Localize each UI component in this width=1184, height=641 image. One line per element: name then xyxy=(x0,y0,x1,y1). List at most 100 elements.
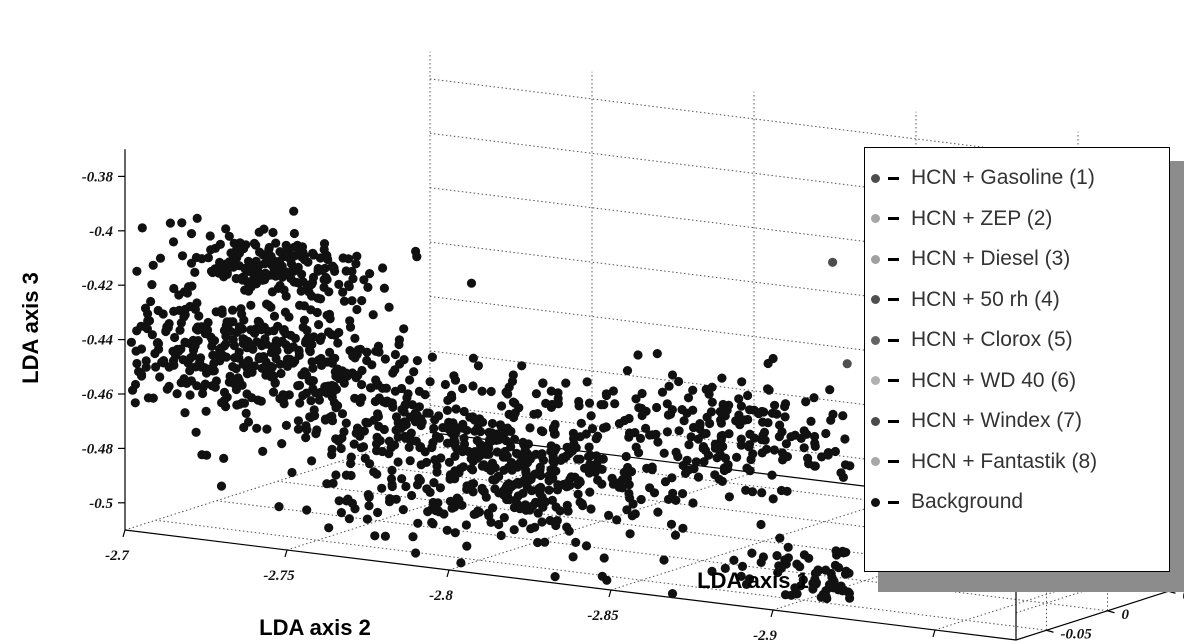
data-point xyxy=(264,242,274,253)
data-point xyxy=(306,279,317,290)
data-point xyxy=(268,387,279,397)
data-point xyxy=(758,552,769,562)
data-point xyxy=(390,349,400,360)
data-point xyxy=(339,427,349,437)
data-point xyxy=(699,457,709,467)
data-point xyxy=(486,386,496,397)
data-point xyxy=(538,427,548,437)
data-point xyxy=(649,488,660,498)
data-point xyxy=(666,519,677,529)
data-point xyxy=(746,454,756,465)
data-point xyxy=(586,411,596,421)
data-point xyxy=(684,465,694,475)
data-point xyxy=(502,480,512,490)
data-point xyxy=(575,454,585,464)
data-point xyxy=(359,275,369,285)
data-point xyxy=(767,408,778,418)
axis-line-y xyxy=(124,529,1017,641)
data-point xyxy=(776,485,787,496)
data-point xyxy=(478,417,488,427)
data-point xyxy=(450,528,460,538)
data-point xyxy=(230,353,240,363)
data-point xyxy=(393,432,403,442)
legend-label: HCN + ZEP (2) xyxy=(911,206,1053,230)
data-point xyxy=(840,460,851,470)
data-point xyxy=(345,316,355,326)
data-point xyxy=(367,360,377,370)
data-point xyxy=(246,300,256,310)
data-point xyxy=(826,415,836,425)
data-point xyxy=(450,437,460,447)
y-tick-label: -2.7 xyxy=(105,548,129,564)
legend-label: HCN + Fantastik (8) xyxy=(911,449,1098,473)
data-point xyxy=(840,434,850,444)
data-point xyxy=(511,448,522,458)
data-point xyxy=(190,304,200,314)
data-point xyxy=(407,490,417,501)
data-point xyxy=(341,368,351,378)
data-point xyxy=(337,409,348,419)
data-point xyxy=(281,329,291,339)
data-point xyxy=(270,378,280,388)
data-point xyxy=(756,519,766,530)
data-point xyxy=(308,376,318,386)
data-point xyxy=(795,562,805,572)
data-point xyxy=(573,489,583,499)
data-point xyxy=(497,422,507,432)
y-tick-label: -2.85 xyxy=(587,608,619,624)
data-point xyxy=(427,442,437,453)
data-point xyxy=(173,347,183,357)
legend-line xyxy=(888,338,899,342)
data-point xyxy=(743,414,753,425)
data-point xyxy=(130,379,141,390)
legend-line xyxy=(888,176,899,180)
data-point xyxy=(447,503,457,513)
data-point xyxy=(444,457,454,467)
data-point xyxy=(715,407,725,417)
data-point xyxy=(266,361,276,372)
data-point xyxy=(518,460,528,470)
data-point xyxy=(132,358,142,369)
data-point xyxy=(492,447,502,457)
data-point xyxy=(433,498,443,508)
data-point xyxy=(287,467,297,478)
data-point xyxy=(506,426,516,436)
data-point xyxy=(810,438,820,448)
data-point xyxy=(422,408,432,418)
data-point xyxy=(757,488,767,498)
data-point xyxy=(747,548,757,558)
data-point xyxy=(527,486,537,496)
data-point xyxy=(276,368,286,379)
data-point xyxy=(757,435,767,445)
data-point xyxy=(610,399,620,409)
data-point xyxy=(314,320,324,330)
data-point xyxy=(596,400,606,410)
data-point xyxy=(269,311,280,321)
data-point xyxy=(320,414,331,424)
data-point xyxy=(322,274,332,285)
data-point xyxy=(239,315,249,325)
data-point xyxy=(303,257,313,267)
z-axis-title: LDA axis 3 xyxy=(18,272,43,384)
data-point xyxy=(707,382,717,392)
data-point xyxy=(780,412,790,422)
data-point xyxy=(519,452,529,463)
data-point xyxy=(568,552,578,562)
data-point xyxy=(537,517,547,527)
data-point xyxy=(205,231,215,241)
data-point xyxy=(371,439,382,449)
data-point xyxy=(384,302,394,312)
data-point xyxy=(432,467,442,477)
data-point xyxy=(169,306,179,316)
data-point xyxy=(179,312,189,322)
data-point xyxy=(400,433,411,443)
data-point xyxy=(537,449,547,459)
data-point xyxy=(774,432,785,442)
data-point xyxy=(317,265,327,275)
data-point xyxy=(521,470,532,480)
data-point xyxy=(576,418,586,428)
data-point xyxy=(285,343,295,353)
data-point xyxy=(581,429,591,439)
data-point xyxy=(348,351,358,361)
data-point xyxy=(180,337,190,347)
